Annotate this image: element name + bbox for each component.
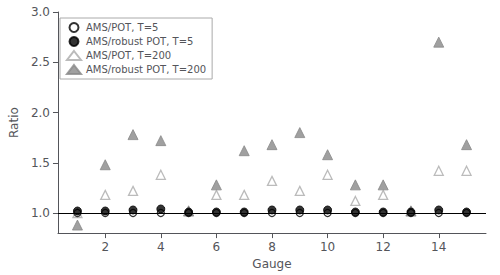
svg-text:14: 14: [431, 240, 446, 254]
svg-text:6: 6: [213, 240, 221, 254]
svg-text:4: 4: [157, 240, 165, 254]
svg-text:AMS/robust POT, T=5: AMS/robust POT, T=5: [86, 36, 193, 47]
svg-text:Gauge: Gauge: [252, 257, 291, 271]
svg-text:2.0: 2.0: [31, 106, 50, 120]
svg-text:12: 12: [376, 240, 391, 254]
svg-text:8: 8: [268, 240, 276, 254]
svg-text:AMS/POT, T=200: AMS/POT, T=200: [86, 50, 171, 61]
svg-text:Ratio: Ratio: [7, 107, 21, 138]
svg-text:AMS/robust POT, T=200: AMS/robust POT, T=200: [86, 64, 206, 75]
svg-text:3.0: 3.0: [31, 5, 50, 19]
svg-text:1.0: 1.0: [31, 206, 50, 220]
svg-text:2: 2: [101, 240, 109, 254]
svg-text:1.5: 1.5: [31, 156, 50, 170]
svg-text:10: 10: [320, 240, 335, 254]
svg-text:2.5: 2.5: [31, 55, 50, 69]
svg-text:AMS/POT, T=5: AMS/POT, T=5: [86, 22, 158, 33]
